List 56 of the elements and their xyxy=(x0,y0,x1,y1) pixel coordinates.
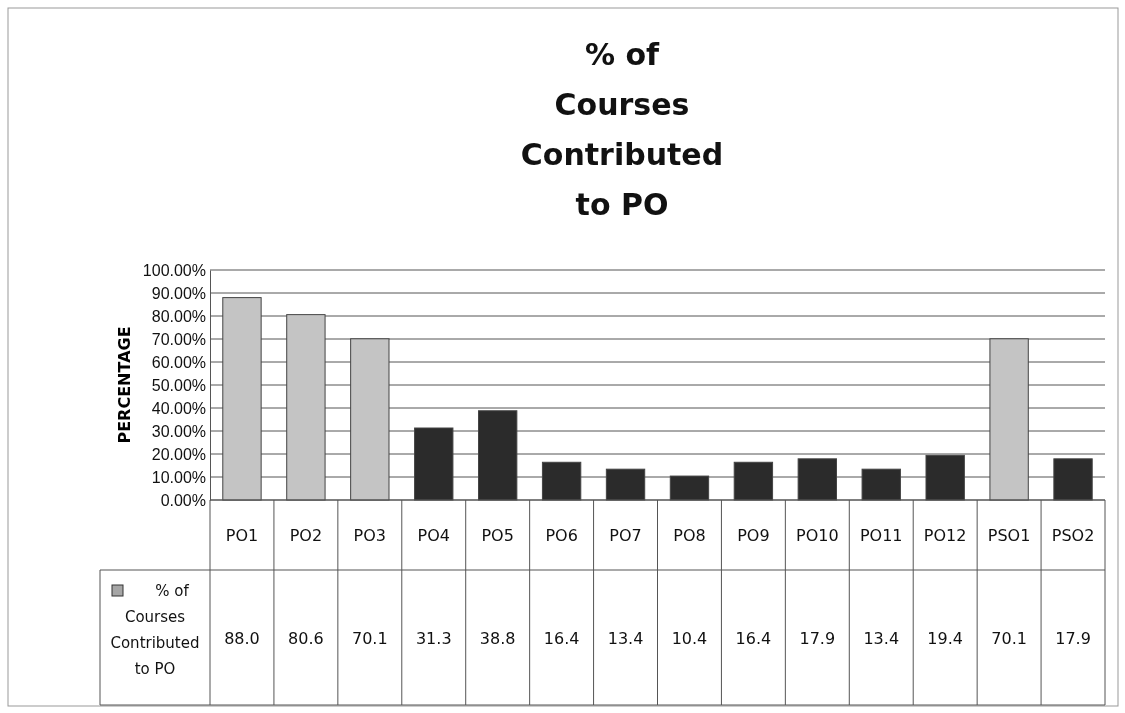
bar xyxy=(478,410,518,501)
x-tick-label: PO3 xyxy=(353,526,387,545)
bar xyxy=(861,468,901,501)
x-tick-label: PO1 xyxy=(225,526,259,545)
x-tick-label: PSO2 xyxy=(1051,526,1095,545)
data-label: 70.1 xyxy=(352,628,388,648)
data-label: 10.4 xyxy=(671,628,708,648)
bar xyxy=(286,314,326,501)
data-label: 17.9 xyxy=(1055,628,1091,648)
x-tick-label: PO4 xyxy=(417,526,450,545)
data-label: 13.4 xyxy=(863,628,900,648)
bar xyxy=(733,461,774,501)
x-tick-label: PO5 xyxy=(481,526,514,545)
bar xyxy=(797,458,837,501)
bar xyxy=(222,297,262,501)
x-tick-label: PO11 xyxy=(859,526,903,545)
x-tick-label: PO10 xyxy=(796,526,839,545)
text: % of Courses Contributed to PO xyxy=(110,582,200,678)
data-label: 16.4 xyxy=(543,628,580,648)
chart-title: % of Courses Contributed to PO xyxy=(520,37,724,222)
data-label: 70.1 xyxy=(991,628,1027,648)
bar xyxy=(350,338,390,501)
data-label: 13.4 xyxy=(607,628,644,648)
y-tick-label: 50.00% xyxy=(151,376,206,394)
x-tick-label: PO6 xyxy=(545,526,578,545)
bar xyxy=(925,454,965,501)
data-label: 31.3 xyxy=(415,628,452,648)
y-tick-label: 40.00% xyxy=(151,399,206,417)
x-tick-label: PO9 xyxy=(737,526,770,545)
bar xyxy=(605,468,646,501)
data-label: 88.0 xyxy=(224,628,260,648)
x-tick-label: PO8 xyxy=(673,526,706,545)
y-tick-label: 0.00% xyxy=(160,491,206,509)
bar xyxy=(1053,458,1093,501)
y-tick-label: 90.00% xyxy=(151,284,206,302)
y-tick-label: 70.00% xyxy=(151,330,206,348)
x-tick-label: PO12 xyxy=(923,526,967,545)
data-label: 80.6 xyxy=(288,628,324,648)
y-tick-label: 20.00% xyxy=(151,445,206,463)
y-tick-label: 60.00% xyxy=(151,353,206,371)
data-label: 16.4 xyxy=(735,628,772,648)
bar xyxy=(541,461,582,501)
bar xyxy=(414,427,454,501)
bar xyxy=(669,475,710,501)
bar xyxy=(989,338,1029,501)
y-tick-label: 10.00% xyxy=(151,468,206,486)
y-tick-label: 80.00% xyxy=(151,307,206,325)
y-axis-title: PERCENTAGE xyxy=(115,326,134,444)
data-label: 19.4 xyxy=(927,628,963,648)
y-tick-label: 100.00% xyxy=(142,261,206,279)
y-tick-label: 30.00% xyxy=(151,422,206,440)
x-tick-label: PO2 xyxy=(289,526,323,545)
data-label: 17.9 xyxy=(799,628,836,648)
x-tick-label: PO7 xyxy=(609,526,642,545)
x-tick-label: PSO1 xyxy=(987,526,1031,545)
data-label: 38.8 xyxy=(479,628,516,648)
